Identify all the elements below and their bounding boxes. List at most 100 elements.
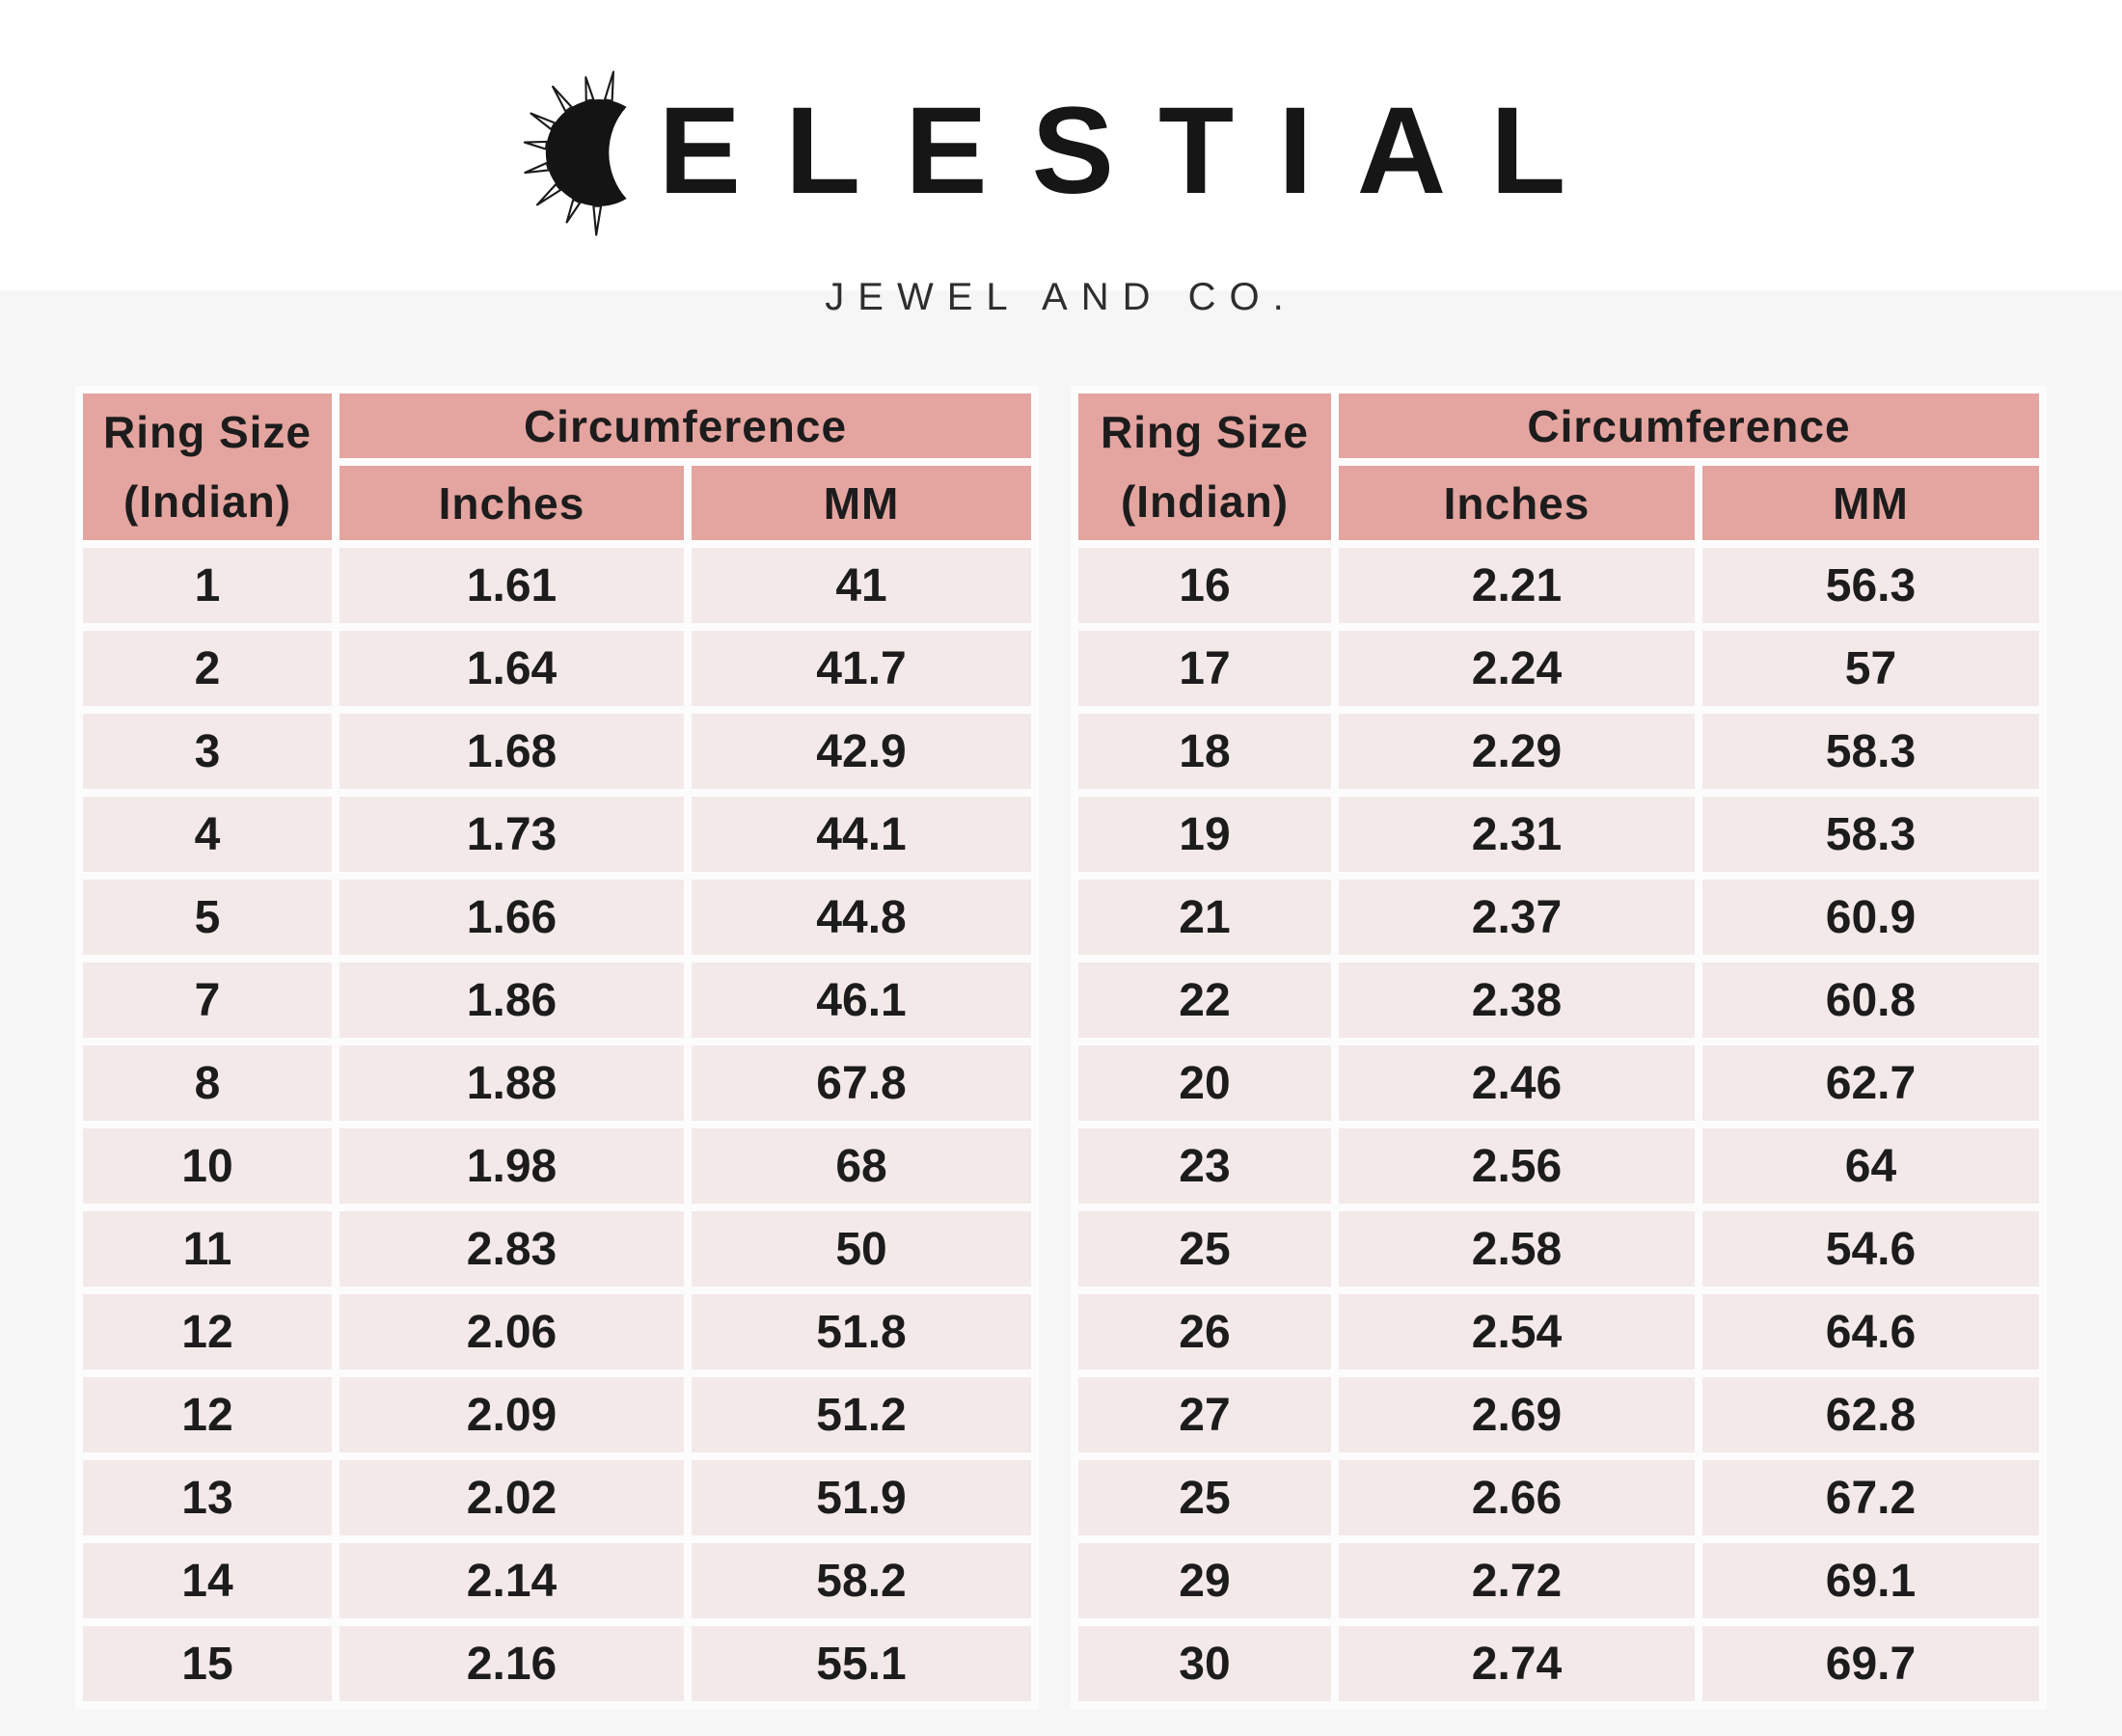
mm-cell: 54.6 bbox=[1701, 1211, 2039, 1287]
ring-size-cell: 23 bbox=[1077, 1128, 1331, 1204]
mm-cell: 42.9 bbox=[692, 714, 1032, 789]
inches-cell: 1.66 bbox=[340, 880, 684, 955]
inches-cell: 2.16 bbox=[340, 1626, 684, 1701]
table-row: 25 2.66 67.2 bbox=[1077, 1460, 2039, 1535]
mm-cell: 44.8 bbox=[692, 880, 1032, 955]
ring-size-cell: 8 bbox=[83, 1045, 332, 1121]
ring-size-header: Ring Size (Indian) bbox=[83, 393, 332, 540]
table-row: 3 1.68 42.9 bbox=[83, 714, 1032, 789]
inches-cell: 2.06 bbox=[340, 1294, 684, 1370]
mm-cell: 44.1 bbox=[692, 797, 1032, 872]
mm-cell: 67.8 bbox=[692, 1045, 1032, 1121]
table-row: 19 2.31 58.3 bbox=[1077, 797, 2039, 872]
mm-cell: 41.7 bbox=[692, 631, 1032, 706]
mm-cell: 58.3 bbox=[1701, 714, 2039, 789]
mm-cell: 68 bbox=[692, 1128, 1032, 1204]
ring-size-header-line1: Ring Size bbox=[1100, 407, 1309, 457]
inches-cell: 2.38 bbox=[1338, 963, 1695, 1038]
ring-size-cell: 2 bbox=[83, 631, 332, 706]
table-row: 16 2.21 56.3 bbox=[1077, 548, 2039, 623]
mm-header: MM bbox=[1701, 466, 2039, 540]
mm-cell: 62.8 bbox=[1701, 1377, 2039, 1452]
table-row: 2 1.64 41.7 bbox=[83, 631, 1032, 706]
mm-cell: 64.6 bbox=[1701, 1294, 2039, 1370]
ring-size-cell: 29 bbox=[1077, 1543, 1331, 1618]
mm-cell: 55.1 bbox=[692, 1626, 1032, 1701]
table-row: 5 1.66 44.8 bbox=[83, 880, 1032, 955]
ring-size-cell: 26 bbox=[1077, 1294, 1331, 1370]
ring-size-header-line2: (Indian) bbox=[122, 476, 292, 527]
inches-cell: 2.29 bbox=[1338, 714, 1695, 789]
inches-cell: 1.64 bbox=[340, 631, 684, 706]
mm-cell: 62.7 bbox=[1701, 1045, 2039, 1121]
ring-size-header: Ring Size (Indian) bbox=[1077, 393, 1331, 540]
inches-cell: 1.68 bbox=[340, 714, 684, 789]
ring-size-header-line1: Ring Size bbox=[102, 407, 313, 457]
inches-cell: 1.86 bbox=[340, 963, 684, 1038]
ring-size-cell: 22 bbox=[1077, 963, 1331, 1038]
ring-size-cell: 14 bbox=[83, 1543, 332, 1618]
table-header: Ring Size (Indian) Circumference Inches … bbox=[1077, 393, 2039, 540]
table-row: 15 2.16 55.1 bbox=[83, 1626, 1032, 1701]
mm-cell: 58.2 bbox=[692, 1543, 1032, 1618]
mm-cell: 67.2 bbox=[1701, 1460, 2039, 1535]
mm-cell: 51.9 bbox=[692, 1460, 1032, 1535]
table-row: 17 2.24 57 bbox=[1077, 631, 2039, 706]
table-header: Ring Size (Indian) Circumference Inches … bbox=[83, 393, 1032, 540]
ring-size-cell: 3 bbox=[83, 714, 332, 789]
inches-cell: 1.98 bbox=[340, 1128, 684, 1204]
ring-size-cell: 1 bbox=[83, 548, 332, 623]
inches-cell: 2.21 bbox=[1338, 548, 1695, 623]
ring-size-cell: 13 bbox=[83, 1460, 332, 1535]
mm-cell: 60.8 bbox=[1701, 963, 2039, 1038]
circumference-header: Circumference bbox=[340, 393, 1032, 458]
ring-size-cell: 20 bbox=[1077, 1045, 1331, 1121]
brand-name-text: ELESTIAL bbox=[658, 82, 1611, 220]
mm-cell: 51.2 bbox=[692, 1377, 1032, 1452]
table-row: 29 2.72 69.1 bbox=[1077, 1543, 2039, 1618]
mm-cell: 41 bbox=[692, 548, 1032, 623]
inches-cell: 2.72 bbox=[1338, 1543, 1695, 1618]
circumference-header: Circumference bbox=[1338, 393, 2039, 458]
table-row: 22 2.38 60.8 bbox=[1077, 963, 2039, 1038]
mm-cell: 56.3 bbox=[1701, 548, 2039, 623]
table-row: 30 2.74 69.7 bbox=[1077, 1626, 2039, 1701]
inches-cell: 2.58 bbox=[1338, 1211, 1695, 1287]
inches-cell: 2.09 bbox=[340, 1377, 684, 1452]
table-row: 23 2.56 64 bbox=[1077, 1128, 2039, 1204]
mm-cell: 50 bbox=[692, 1211, 1032, 1287]
ring-size-cell: 7 bbox=[83, 963, 332, 1038]
inches-cell: 2.66 bbox=[1338, 1460, 1695, 1535]
inches-cell: 2.24 bbox=[1338, 631, 1695, 706]
table-row: 12 2.09 51.2 bbox=[83, 1377, 1032, 1452]
size-charts-area: Ring Size (Indian) Circumference Inches … bbox=[0, 386, 2122, 1709]
mm-cell: 60.9 bbox=[1701, 880, 2039, 955]
inches-cell: 2.74 bbox=[1338, 1626, 1695, 1701]
table-row: 10 1.98 68 bbox=[83, 1128, 1032, 1204]
ring-size-cell: 4 bbox=[83, 797, 332, 872]
ring-size-cell: 17 bbox=[1077, 631, 1331, 706]
table-row: 20 2.46 62.7 bbox=[1077, 1045, 2039, 1121]
inches-cell: 1.73 bbox=[340, 797, 684, 872]
ring-size-cell: 15 bbox=[83, 1626, 332, 1701]
mm-cell: 64 bbox=[1701, 1128, 2039, 1204]
table-row: 26 2.54 64.6 bbox=[1077, 1294, 2039, 1370]
brand-header: ELESTIAL JEWEL AND CO. bbox=[0, 0, 2122, 386]
ring-size-cell: 5 bbox=[83, 880, 332, 955]
ring-size-cell: 21 bbox=[1077, 880, 1331, 955]
mm-cell: 51.8 bbox=[692, 1294, 1032, 1370]
table-row: 13 2.02 51.9 bbox=[83, 1460, 1032, 1535]
table-row: 4 1.73 44.1 bbox=[83, 797, 1032, 872]
inches-cell: 2.69 bbox=[1338, 1377, 1695, 1452]
table-row: 21 2.37 60.9 bbox=[1077, 880, 2039, 955]
table-row: 11 2.83 50 bbox=[83, 1211, 1032, 1287]
ring-size-cell: 18 bbox=[1077, 714, 1331, 789]
mm-cell: 69.7 bbox=[1701, 1626, 2039, 1701]
ring-size-cell: 19 bbox=[1077, 797, 1331, 872]
inches-cell: 2.37 bbox=[1338, 880, 1695, 955]
inches-cell: 1.61 bbox=[340, 548, 684, 623]
inches-cell: 2.56 bbox=[1338, 1128, 1695, 1204]
mm-cell: 69.1 bbox=[1701, 1543, 2039, 1618]
ring-size-cell: 10 bbox=[83, 1128, 332, 1204]
